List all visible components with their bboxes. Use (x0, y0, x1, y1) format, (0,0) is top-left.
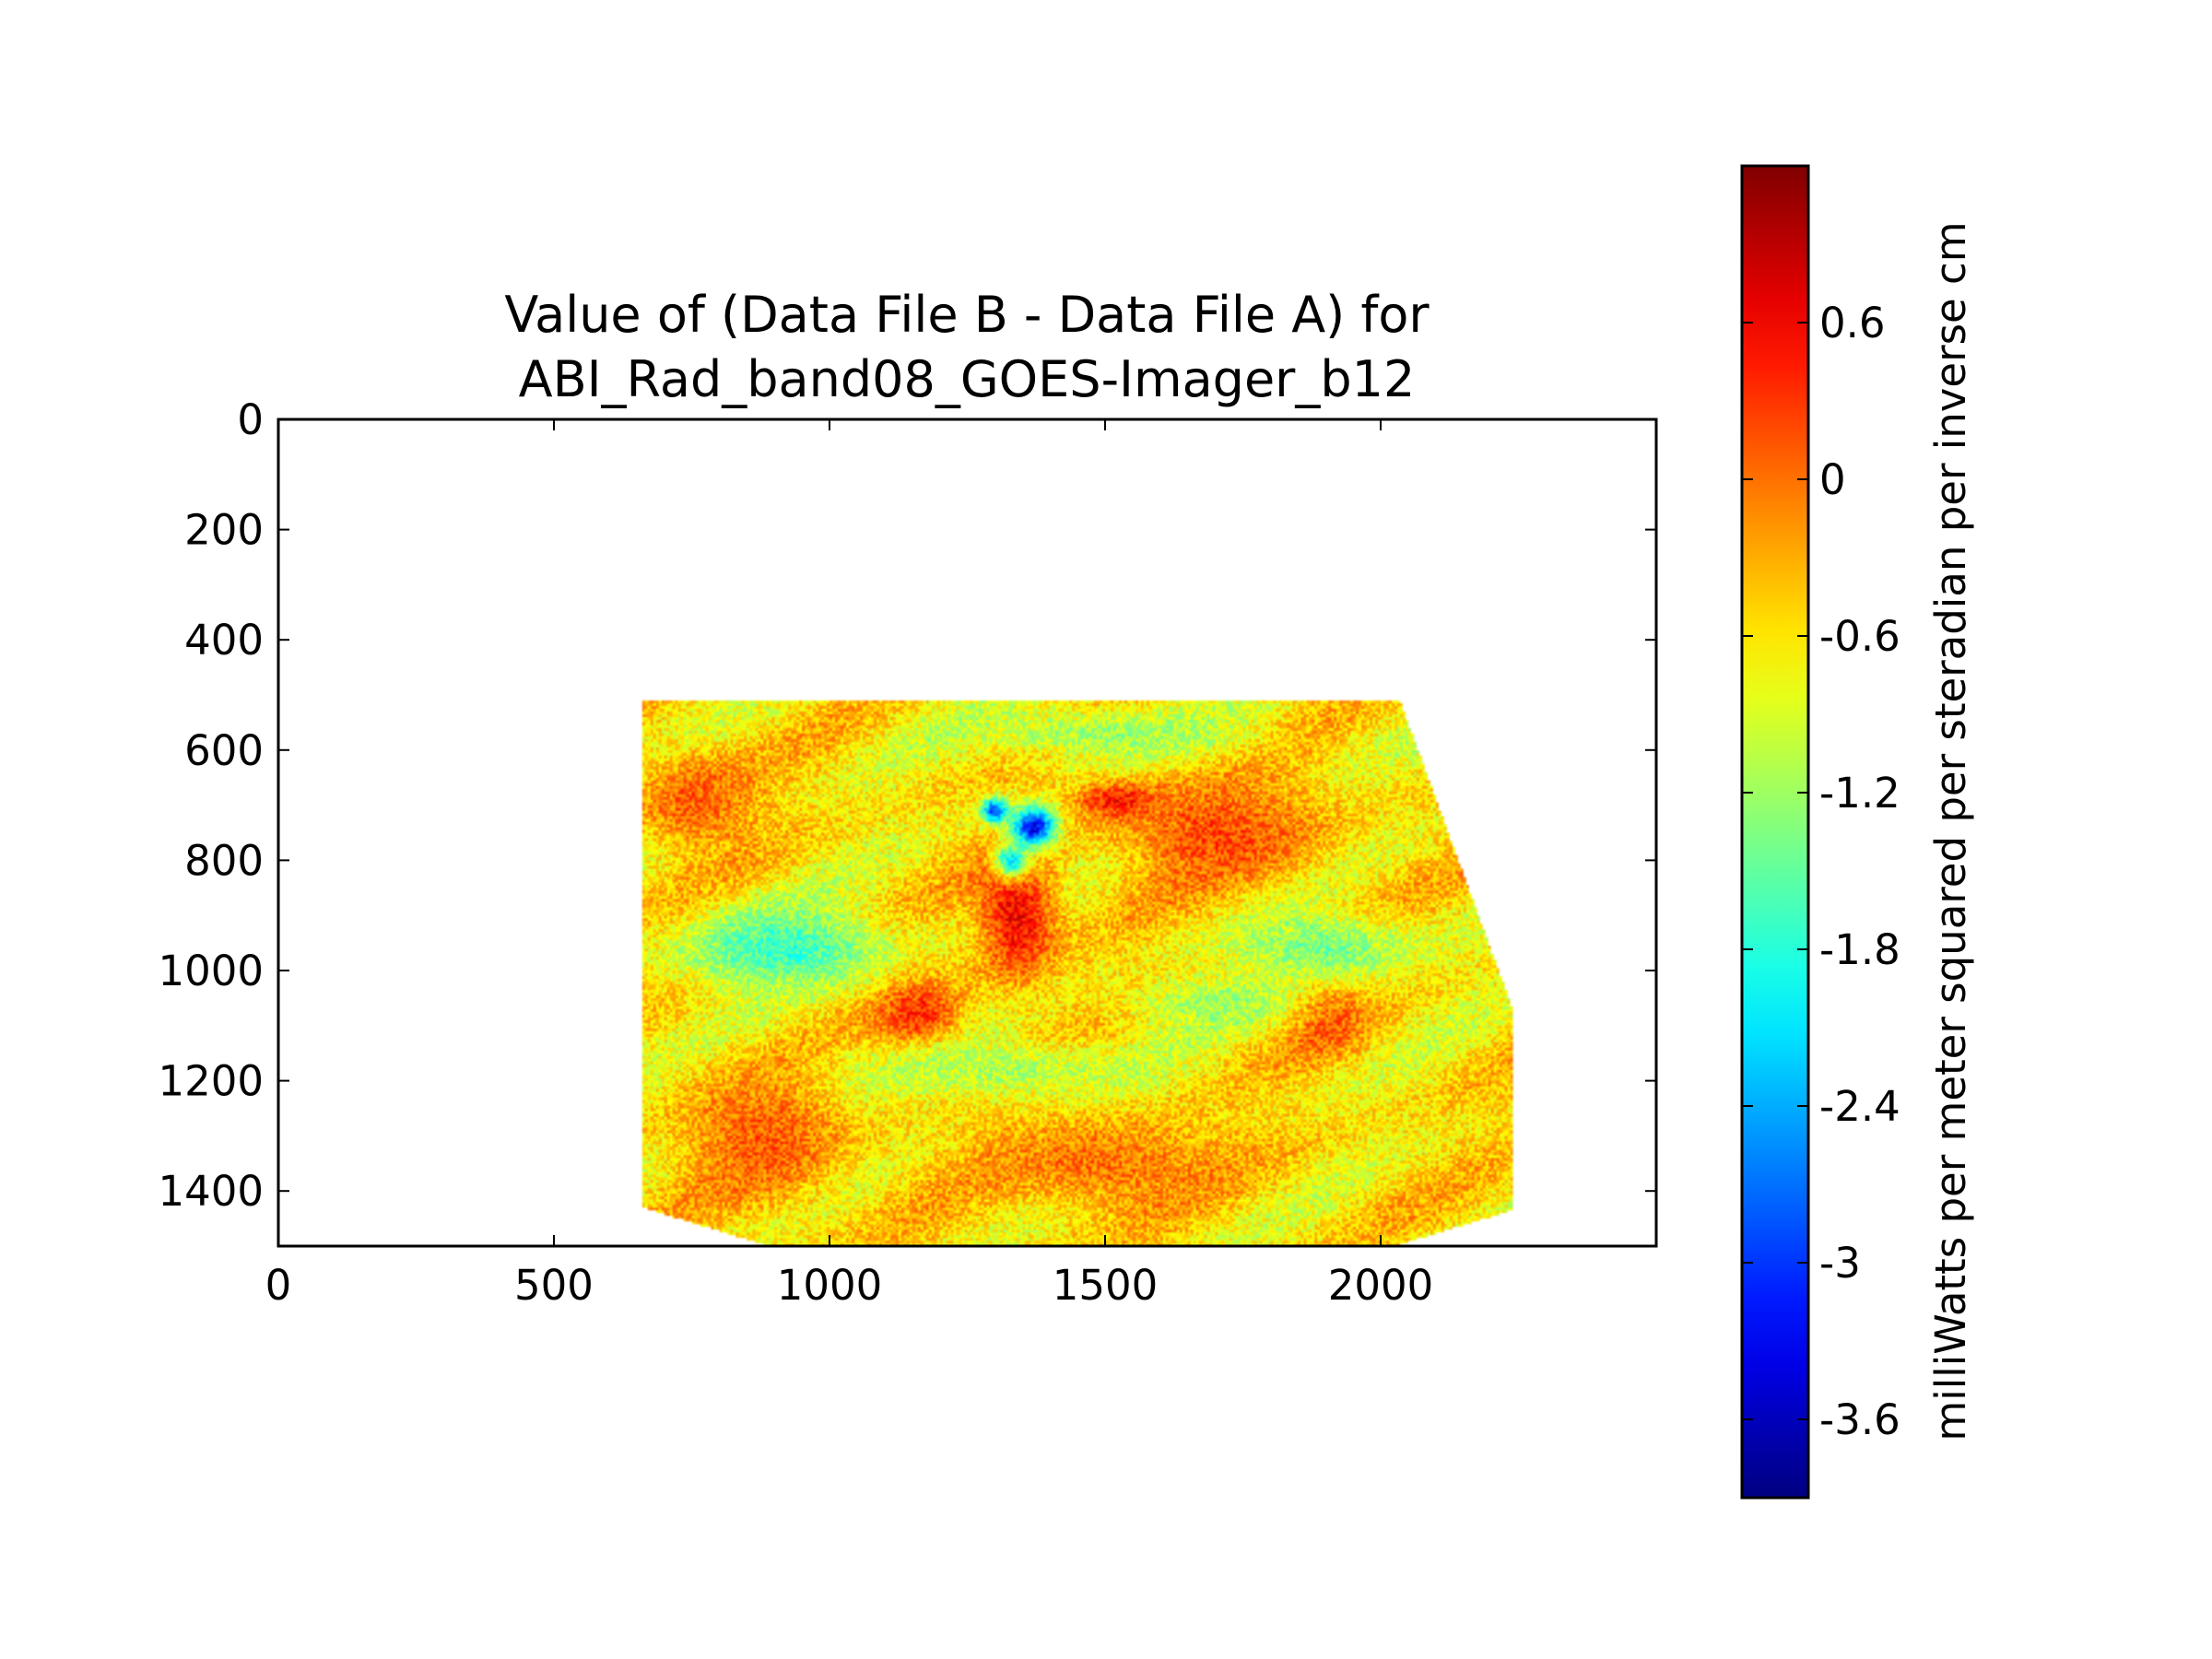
chart-title-line-1: Value of (Data File B - Data File A) for (504, 286, 1430, 344)
x-tick-label: 1500 (1053, 1261, 1159, 1310)
colorbar-tick-label: 0.6 (1819, 299, 1886, 347)
colorbar-tick-label: -3.6 (1819, 1395, 1900, 1444)
colorbar-axis: 0.6 0 -0.6 -1.2 -1.8 -2.4 -3 -3.6 (1742, 299, 1900, 1444)
y-tick-label: 800 (184, 836, 264, 885)
colorbar-tick-label: -3 (1819, 1239, 1861, 1288)
colorbar-tick-label: -0.6 (1819, 612, 1900, 661)
colorbar-tick-label: -1.2 (1819, 769, 1900, 818)
colorbar-tick-label: -2.4 (1819, 1082, 1900, 1131)
x-axis: 0 500 1000 1500 2000 (265, 419, 1434, 1310)
y-tick-label: 1400 (158, 1167, 264, 1216)
y-tick-label: 1000 (158, 947, 264, 995)
x-tick-label: 0 (265, 1261, 292, 1310)
y-tick-label: 600 (184, 726, 264, 775)
colorbar-tick-label: 0 (1819, 455, 1846, 504)
y-axis: 0 200 400 600 800 1000 1200 1400 (158, 395, 1656, 1216)
y-tick-label: 400 (184, 616, 264, 665)
x-tick-label: 500 (514, 1261, 594, 1310)
y-tick-label: 0 (237, 395, 264, 444)
y-tick-label: 1200 (158, 1057, 264, 1106)
x-tick-label: 2000 (1328, 1261, 1434, 1310)
colorbar-label: milliWatts per meter squared per steradi… (1926, 221, 1975, 1441)
colorbar-tick-label: -1.8 (1819, 925, 1900, 974)
x-tick-label: 1000 (777, 1261, 883, 1310)
chart-title-line-2: ABI_Rad_band08_GOES-Imager_b12 (519, 350, 1416, 408)
heatmap-image (278, 419, 1656, 1246)
plot-area-frame (276, 418, 1658, 1248)
y-tick-label: 200 (184, 506, 264, 555)
colorbar (1740, 164, 1810, 1500)
heatmap-raster (278, 419, 1656, 1246)
